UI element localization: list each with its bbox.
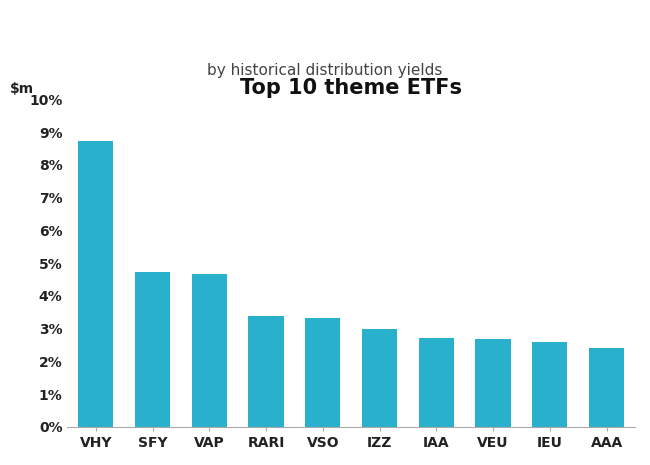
Bar xyxy=(532,342,567,427)
Text: by historical distribution yields: by historical distribution yields xyxy=(207,63,443,78)
Bar xyxy=(419,338,454,427)
Bar xyxy=(476,339,511,427)
Bar xyxy=(192,273,227,427)
Bar xyxy=(248,316,283,427)
Bar xyxy=(135,272,170,427)
Text: $m: $m xyxy=(10,82,34,96)
Bar xyxy=(589,348,624,427)
Bar xyxy=(78,141,113,427)
Bar xyxy=(362,329,397,427)
Bar xyxy=(306,318,341,427)
Title: Top 10 theme ETFs: Top 10 theme ETFs xyxy=(240,78,462,98)
